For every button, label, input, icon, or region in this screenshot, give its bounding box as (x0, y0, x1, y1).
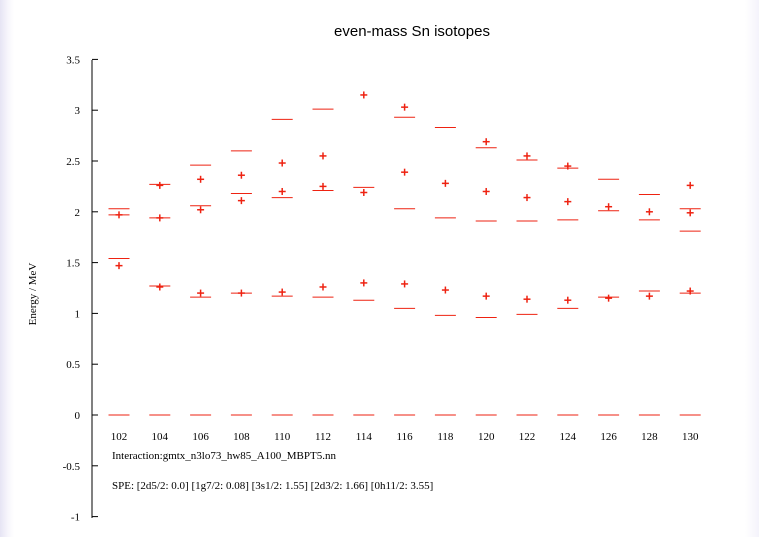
chart-title: even-mass Sn isotopes (334, 23, 490, 40)
y-tick-label: 1 (75, 308, 81, 320)
plus-marker (441, 286, 449, 294)
plus-marker (523, 295, 531, 303)
y-tick-label: 1.5 (66, 258, 80, 270)
x-tick-label: 106 (192, 431, 209, 443)
plus-marker (278, 288, 286, 296)
y-tick-label: 2.5 (66, 156, 80, 168)
plus-marker (564, 296, 572, 304)
plus-marker (197, 206, 205, 214)
plus-marker (115, 262, 123, 270)
plus-marker (605, 294, 613, 302)
plus-marker (686, 287, 694, 295)
plus-marker (237, 289, 245, 297)
plus-marker (197, 175, 205, 183)
plus-marker (401, 103, 409, 111)
x-ticks: 102 104 106 108 110 112 114 116 118 120 122 124 126 1… (111, 431, 699, 443)
plus-marker (115, 211, 123, 219)
x-tick-label: 126 (600, 431, 617, 443)
y-tick-label: -0.5 (63, 461, 81, 473)
plus-marker (564, 162, 572, 170)
plus-marker (605, 203, 613, 211)
plus-marker (278, 187, 286, 195)
y-tick-label: -1 (71, 512, 80, 524)
x-tick-label: 118 (437, 431, 454, 443)
plus-marker (523, 152, 531, 160)
plus-marker (686, 209, 694, 217)
plus-marker (686, 181, 694, 189)
plus-marker (197, 289, 205, 297)
plus-marker (156, 214, 164, 222)
plus-marker (319, 152, 327, 160)
interaction-annotation: Interaction:gmtx_n3lo73_hw85_A100_MBPT5.… (112, 450, 336, 462)
plus-marker (482, 187, 490, 195)
x-tick-label: 110 (274, 431, 291, 443)
plus-marker (564, 198, 572, 206)
y-tick-label: 0 (75, 410, 81, 422)
plus-marker (482, 138, 490, 146)
spe-annotation: SPE: [2d5/2: 0.0] [1g7/2: 0.08] [3s1/2: … (112, 480, 433, 492)
y-axis-label: Energy / MeV (27, 263, 39, 326)
plus-marker (523, 194, 531, 202)
plus-marker (401, 280, 409, 288)
plus-marker (237, 171, 245, 179)
x-tick-label: 104 (152, 431, 169, 443)
plus-marker (401, 168, 409, 176)
x-tick-label: 102 (111, 431, 128, 443)
x-tick-label: 112 (315, 431, 331, 443)
plus-marker (645, 208, 653, 216)
plus-marker (360, 91, 368, 99)
plus-marker (278, 159, 286, 167)
x-tick-label: 108 (233, 431, 250, 443)
x-tick-label: 128 (641, 431, 658, 443)
plus-marker (645, 292, 653, 300)
x-tick-label: 120 (478, 431, 495, 443)
plus-marker (319, 182, 327, 190)
plus-marker (156, 283, 164, 291)
plus-marker (441, 179, 449, 187)
data-marks (108, 91, 701, 416)
x-tick-label: 122 (519, 431, 536, 443)
x-tick-label: 130 (682, 431, 699, 443)
plus-marker (482, 292, 490, 300)
plus-marker (156, 181, 164, 189)
plus-marker (360, 188, 368, 196)
x-tick-label: 116 (397, 431, 414, 443)
x-tick-label: 124 (560, 431, 577, 443)
plus-marker (360, 279, 368, 287)
plus-marker (237, 197, 245, 205)
y-tick-label: 0.5 (66, 359, 80, 371)
y-tick-label: 2 (75, 207, 81, 219)
y-tick-label: 3.5 (66, 54, 80, 66)
x-tick-label: 114 (356, 431, 373, 443)
y-tick-label: 3 (75, 105, 81, 117)
y-ticks: -1 -0.5 0 0.5 1 1.5 2 2.5 3 3.5 (63, 54, 98, 524)
plus-marker (319, 283, 327, 291)
